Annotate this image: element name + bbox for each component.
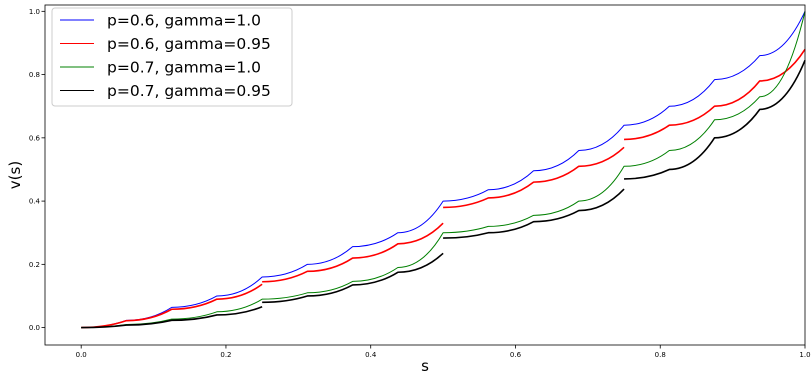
x-tick-label: 0.4 <box>365 351 377 359</box>
legend-label: p=0.7, gamma=1.0 <box>107 59 261 77</box>
y-axis-label: v(s) <box>6 161 24 189</box>
legend-label: p=0.6, gamma=0.95 <box>107 35 271 53</box>
y-tick-label: 1.0 <box>29 8 40 16</box>
x-tick-label: 0.0 <box>76 351 87 359</box>
x-tick-label: 0.2 <box>220 351 231 359</box>
x-tick-label: 1.0 <box>799 351 810 359</box>
x-tick-label: 0.6 <box>510 351 522 359</box>
series-line-3 <box>81 11 806 329</box>
y-axis: 0.0 0.2 0.4 0.6 0.8 1.0 <box>29 8 45 332</box>
y-tick-label: 0.2 <box>29 261 40 269</box>
x-axis-label: s <box>421 357 429 375</box>
series-line-2-segment-2 <box>262 222 444 283</box>
series-line-2-segment-3 <box>443 146 625 209</box>
legend: p=0.6, gamma=1.0 p=0.6, gamma=0.95 p=0.7, … <box>51 7 293 107</box>
series-line-4-segment-3 <box>443 188 625 239</box>
series-line-4-segment-1 <box>81 305 263 329</box>
series-line-4-segment-4 <box>624 60 806 180</box>
y-tick-label: 0.4 <box>29 198 41 206</box>
x-axis: 0.0 0.2 0.4 0.6 0.8 1.0 <box>76 345 811 359</box>
series-line-2-segment-4 <box>624 48 806 141</box>
plot-lines <box>81 11 806 329</box>
series-line-4-segment-2 <box>262 252 444 304</box>
y-tick-label: 0.8 <box>29 71 40 79</box>
legend-label: p=0.7, gamma=0.95 <box>107 82 271 100</box>
plot-frame <box>44 4 806 346</box>
legend-label: p=0.6, gamma=1.0 <box>107 12 261 30</box>
x-tick-label: 0.8 <box>655 351 666 359</box>
series-line-2-segment-1 <box>81 283 263 329</box>
y-tick-label: 0.0 <box>29 324 40 332</box>
series-line-1 <box>81 11 806 329</box>
legend-box <box>51 7 293 107</box>
y-tick-label: 0.6 <box>29 134 41 142</box>
